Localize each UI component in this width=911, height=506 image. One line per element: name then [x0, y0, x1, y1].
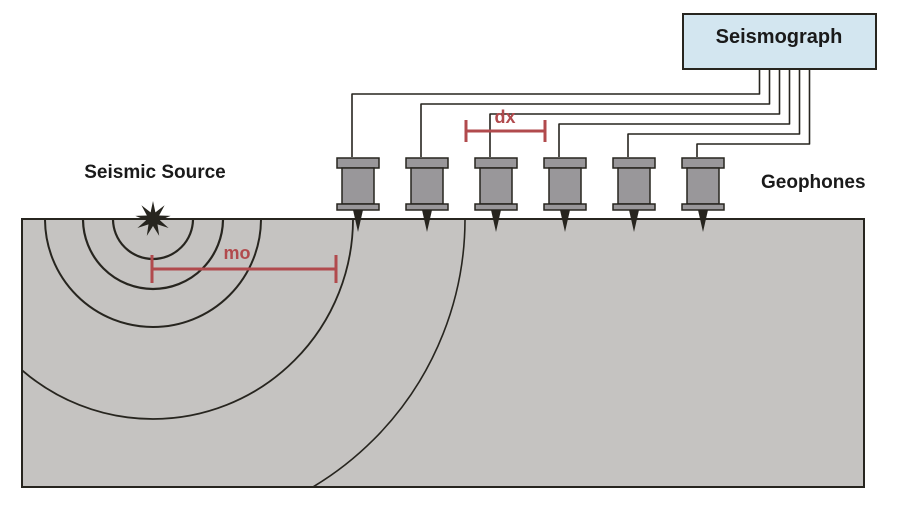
- cable-5: [697, 69, 810, 157]
- seismic-source-label: Seismic Source: [84, 162, 226, 183]
- seismograph-label: Seismograph: [716, 26, 843, 48]
- dx-label: dx: [494, 107, 515, 127]
- cables: [352, 69, 810, 157]
- dx-annotation: dx: [466, 107, 545, 142]
- mo-label: mo: [224, 243, 251, 263]
- geophones-label: Geophones: [761, 172, 866, 193]
